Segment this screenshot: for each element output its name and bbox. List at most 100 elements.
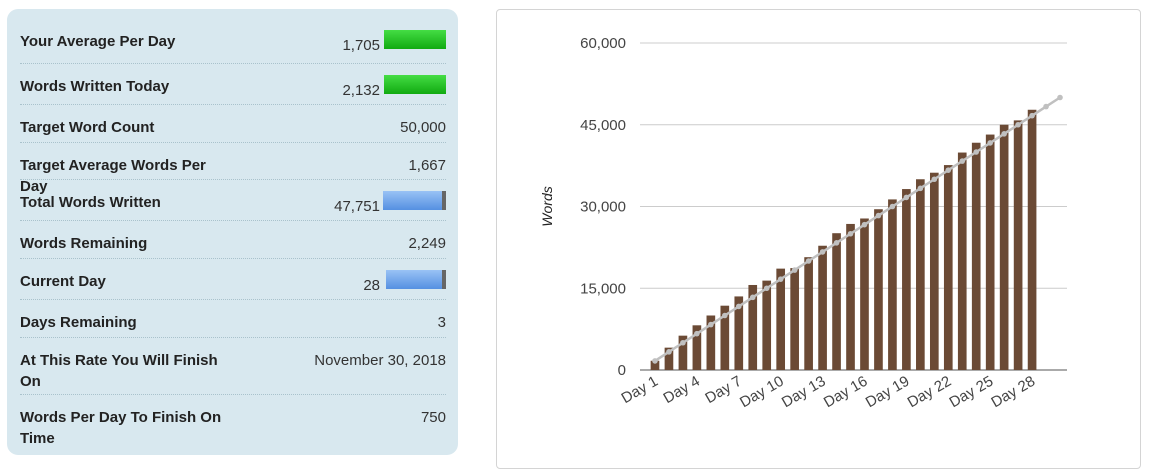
stat-value: 28	[363, 277, 380, 294]
target-point	[763, 285, 770, 292]
chart-bar	[888, 199, 897, 370]
chart-bar	[957, 152, 967, 370]
x-tick-label: Day 25	[947, 373, 997, 411]
target-point	[749, 294, 756, 301]
stat-row-words-written-today: Words Written Today 2,132	[20, 63, 446, 105]
x-tick-label: Day 4	[660, 373, 702, 407]
chart-bar	[1027, 109, 1037, 370]
target-point	[694, 330, 700, 337]
target-point	[1001, 131, 1007, 137]
x-tick-label: Day 19	[863, 373, 913, 411]
chart-bar	[860, 218, 869, 370]
stat-value: November 30, 2018	[314, 352, 446, 369]
target-point	[708, 321, 714, 328]
chart-card: 0 15,000 30,000 45,000 60,000 Words Day 1 Day 4…	[496, 9, 1141, 469]
x-tick-label: Day 7	[702, 373, 744, 407]
target-point	[805, 258, 812, 264]
target-point	[652, 358, 658, 364]
x-tick-label: Day 10	[737, 373, 787, 411]
target-point	[833, 240, 840, 246]
y-tick-label: 45,000	[580, 117, 626, 134]
chart-bar	[971, 142, 981, 370]
target-point	[666, 349, 672, 355]
y-tick-label: 15,000	[580, 280, 626, 297]
stat-label: Your Average Per Day	[20, 33, 176, 50]
target-point	[861, 221, 868, 228]
stat-label: Current Day	[20, 273, 106, 290]
chart-bar	[734, 296, 744, 370]
stat-label: Days Remaining	[20, 314, 137, 331]
target-point	[875, 212, 882, 219]
stat-row-target-average: Target Average Words Per Day 1,667	[20, 142, 446, 195]
target-point	[791, 267, 798, 273]
target-point	[1043, 103, 1049, 110]
y-tick-label: 0	[618, 362, 626, 379]
progress-bar	[384, 30, 446, 49]
target-point	[889, 203, 896, 210]
chart-bar	[943, 165, 953, 370]
chart-bar	[720, 305, 730, 370]
x-tick-label: Day 22	[905, 373, 955, 411]
y-tick-label: 60,000	[580, 35, 626, 52]
y-axis-title: Words	[539, 186, 555, 226]
y-tick-label: 30,000	[580, 199, 626, 216]
chart-bar	[776, 268, 786, 370]
stat-value: 1,667	[408, 157, 446, 174]
stat-label: Total Words Written	[20, 194, 161, 211]
stats-panel: Your Average Per Day 1,705 Words Written…	[7, 9, 458, 455]
chart-bar	[706, 315, 716, 370]
x-tick-label: Day 28	[988, 373, 1038, 411]
target-line	[654, 96, 1061, 362]
stat-value: 47,751	[334, 198, 380, 215]
target-point	[847, 230, 854, 237]
target-point	[959, 158, 966, 164]
chart-bar	[985, 134, 995, 370]
target-point	[777, 276, 784, 282]
target-point	[1015, 121, 1021, 128]
chart-bar	[818, 245, 827, 370]
stat-row-average-per-day: Your Average Per Day 1,705	[20, 18, 446, 64]
stat-label: Words Per Day To Finish On Time	[20, 409, 222, 447]
progress-bar	[382, 191, 446, 210]
chart-bar	[832, 233, 841, 370]
stat-row-total-words-written: Total Words Written 47,751	[20, 179, 446, 221]
target-point	[917, 185, 924, 192]
chart-bar	[846, 223, 855, 370]
x-tick-label: Day 16	[821, 373, 871, 411]
target-point	[1057, 94, 1063, 101]
target-point	[1029, 112, 1035, 119]
chart-bar	[762, 280, 772, 370]
x-tick-label: Day 13	[779, 373, 829, 411]
chart-bar	[678, 335, 688, 370]
progress-bar	[384, 75, 446, 94]
chart-bar	[1013, 120, 1023, 370]
progress-bar-end	[442, 191, 446, 210]
stat-value: 2,132	[342, 82, 380, 99]
target-point	[931, 176, 938, 183]
stat-label: At This Rate You Will Finish On	[20, 352, 218, 390]
stat-label: Target Average Words Per Day	[20, 157, 206, 195]
stat-row-per-day-to-finish: Words Per Day To Finish On Time 750	[20, 394, 446, 449]
target-point	[903, 194, 910, 201]
target-point	[973, 149, 980, 155]
stat-value: 2,249	[408, 235, 446, 252]
stat-label: Target Word Count	[20, 119, 155, 136]
target-point	[722, 312, 728, 319]
chart-bar	[650, 360, 660, 370]
chart-bar	[748, 284, 758, 370]
stat-row-current-day: Current Day 28	[20, 258, 446, 300]
chart-bar	[916, 179, 925, 370]
stat-row-target-word-count: Target Word Count 50,000	[20, 104, 446, 143]
progress-bar	[386, 270, 446, 289]
stat-value: 1,705	[342, 37, 380, 54]
chart-bar	[929, 172, 939, 370]
stat-value: 50,000	[400, 119, 446, 136]
stat-value: 750	[420, 409, 446, 426]
chart-bar	[790, 268, 799, 370]
stat-label: Words Written Today	[20, 78, 170, 95]
target-point	[945, 167, 952, 173]
chart-bar	[664, 347, 674, 370]
stat-row-words-remaining: Words Remaining 2,249	[20, 220, 446, 259]
chart-bar	[902, 189, 911, 370]
